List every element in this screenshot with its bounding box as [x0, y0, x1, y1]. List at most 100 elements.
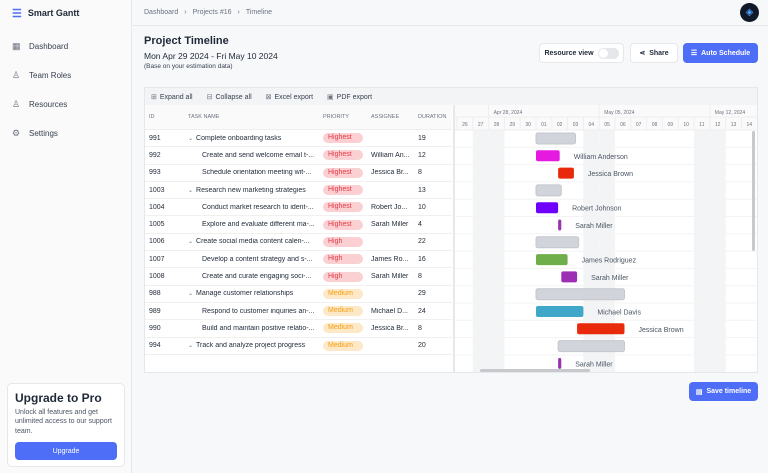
task-name[interactable]: Conduct market research to ident-...: [184, 204, 319, 211]
chevron-down-icon[interactable]: ⌄: [188, 343, 194, 350]
day-label: 11: [699, 122, 704, 128]
task-bar[interactable]: [558, 219, 562, 231]
breadcrumb-dashboard[interactable]: Dashboard: [144, 9, 179, 16]
task-bar[interactable]: [536, 254, 568, 266]
chevron-down-icon[interactable]: ⌄: [188, 239, 194, 246]
chevron-down-icon[interactable]: ⌄: [188, 135, 194, 142]
task-name[interactable]: Create and send welcome email t-...: [184, 152, 319, 159]
chevron-down-icon[interactable]: ⌄: [188, 187, 194, 194]
priority-badge: Highest: [323, 150, 363, 161]
table-row[interactable]: 990 Build and maintain positive relatio-…: [145, 320, 452, 338]
gantt-svg: 26 27 28 29 30 01 02 03 04 05 06 07 08 09 10 11 12 13 14 Ap…: [455, 105, 757, 372]
menu-lines-icon: ☰: [12, 7, 22, 20]
task-bar[interactable]: [558, 357, 562, 369]
user-icon: ♙: [12, 70, 21, 80]
task-bar[interactable]: [558, 167, 574, 179]
page-title: Project Timeline: [144, 35, 229, 47]
day-label: 28: [494, 122, 500, 128]
app-logo[interactable]: ☰ Smart Gantt: [0, 0, 131, 26]
sidebar-item-settings[interactable]: ⚙ Settings: [0, 119, 131, 148]
task-bar[interactable]: [535, 132, 576, 145]
duration: 13: [418, 186, 426, 194]
priority-cell: Medium: [319, 340, 367, 351]
share-button[interactable]: ⋖ Share: [630, 43, 678, 63]
assignee: James Ro...: [371, 255, 409, 263]
sidebar-item-label: Team Roles: [29, 71, 72, 80]
task-bar[interactable]: [535, 288, 625, 301]
table-row[interactable]: 988 ⌄ Manage customer relationships Mediu…: [145, 286, 452, 303]
table-row[interactable]: 992 Create and send welcome email t-... …: [145, 147, 452, 165]
table-row[interactable]: 1003 ⌄ Research new marketing strategies …: [145, 182, 452, 200]
duration: 8: [418, 273, 422, 281]
table-row[interactable]: 994 ⌄ Track and analyze project progress …: [145, 338, 452, 355]
column-task-name[interactable]: TASK NAME: [188, 114, 220, 120]
task-name[interactable]: ⌄ Create social media content calen-...: [184, 238, 319, 245]
task-name[interactable]: ⌄ Complete onboarding tasks: [184, 135, 319, 142]
day-label: 29: [510, 122, 516, 128]
expand-all-button[interactable]: ⊞ Expand all: [151, 93, 193, 101]
task-name[interactable]: Schedule orientation meeting wit-...: [184, 169, 319, 176]
column-duration[interactable]: DURATION: [418, 114, 447, 120]
priority-cell: High: [319, 271, 367, 282]
task-name[interactable]: Build and maintain positive relatio-...: [184, 325, 319, 332]
task-name[interactable]: Respond to customer inquiries an-...: [184, 308, 319, 315]
task-bar[interactable]: [535, 236, 580, 249]
task-name[interactable]: ⌄ Research new marketing strategies: [184, 187, 319, 194]
task-name[interactable]: ⌄ Manage customer relationships: [184, 290, 319, 297]
sidebar-item-team-roles[interactable]: ♙ Team Roles: [0, 61, 131, 90]
column-id[interactable]: ID: [149, 114, 155, 120]
day-label: 13: [731, 122, 737, 128]
table-row[interactable]: 993 Schedule orientation meeting wit-...…: [145, 165, 452, 182]
breadcrumb-timeline: Timeline: [245, 9, 273, 16]
table-row[interactable]: 1007 Develop a content strategy and s-..…: [145, 251, 452, 269]
column-priority[interactable]: PRIORITY: [323, 114, 349, 120]
avatar[interactable]: ◈: [740, 3, 759, 22]
task-bar[interactable]: [535, 184, 562, 197]
task-name-text: Develop a content strategy and s-...: [202, 255, 313, 263]
task-name[interactable]: Explore and evaluate different ma-...: [184, 221, 319, 228]
task-bar[interactable]: [536, 150, 560, 162]
task-id: 992: [149, 151, 161, 159]
vertical-scrollbar[interactable]: [752, 131, 755, 251]
day-label: 01: [541, 122, 547, 128]
task-name[interactable]: Develop a content strategy and s-...: [184, 256, 319, 263]
table-row[interactable]: 989 Respond to customer inquiries an-...…: [145, 303, 452, 321]
auto-schedule-button[interactable]: ☰ Auto Schedule: [683, 43, 758, 63]
pdf-export-button[interactable]: ▣ PDF export: [327, 93, 372, 101]
breadcrumb-project[interactable]: Projects #16: [192, 9, 232, 16]
gear-icon: ⚙: [12, 128, 21, 138]
chevron-right-icon: ›: [184, 9, 187, 16]
sidebar-item-label: Dashboard: [29, 42, 69, 51]
resource-view-toggle[interactable]: Resource view: [539, 43, 624, 63]
column-assignee[interactable]: ASSIGNEE: [371, 114, 400, 120]
upgrade-title: Upgrade to Pro: [15, 391, 102, 405]
table-row[interactable]: 1008 Create and curate engaging soci-...…: [145, 268, 452, 286]
excel-export-button[interactable]: ⊠ Excel export: [266, 93, 313, 101]
task-bar[interactable]: [577, 323, 625, 335]
task-bar[interactable]: [536, 306, 584, 317]
table-row[interactable]: 1004 Conduct market research to ident-..…: [145, 199, 452, 217]
save-timeline-button[interactable]: ▤ Save timeline: [689, 382, 758, 401]
table-row[interactable]: 991 ⌄ Complete onboarding tasks Highest 1…: [145, 130, 452, 148]
horizontal-scrollbar[interactable]: [480, 369, 590, 372]
task-name-text: Track and analyze project progress: [196, 342, 306, 350]
table-row[interactable]: 1005 Explore and evaluate different ma-.…: [145, 216, 452, 234]
chevron-down-icon[interactable]: ⌄: [188, 291, 194, 298]
task-id: 1007: [149, 255, 165, 263]
day-label: 14: [747, 122, 753, 128]
upgrade-button[interactable]: Upgrade: [15, 442, 117, 461]
task-bar[interactable]: [557, 340, 625, 353]
assignee: Sarah Miller: [371, 221, 409, 229]
task-bar[interactable]: [561, 271, 578, 283]
bar-assignee-label: Robert Johnson: [572, 206, 622, 213]
collapse-all-button[interactable]: ⊟ Collapse all: [207, 93, 252, 101]
sidebar-item-dashboard[interactable]: ▦ Dashboard: [0, 32, 131, 61]
sidebar-item-resources[interactable]: ♙ Resources: [0, 90, 131, 119]
table-row[interactable]: 1006 ⌄ Create social media content calen-…: [145, 234, 452, 252]
task-id: 993: [149, 169, 161, 177]
task-name[interactable]: Create and curate engaging soci-...: [184, 273, 319, 280]
task-name[interactable]: ⌄ Track and analyze project progress: [184, 342, 319, 349]
toggle-switch[interactable]: [597, 47, 619, 59]
priority-cell: Highest: [319, 150, 367, 161]
task-bar[interactable]: [536, 202, 559, 214]
